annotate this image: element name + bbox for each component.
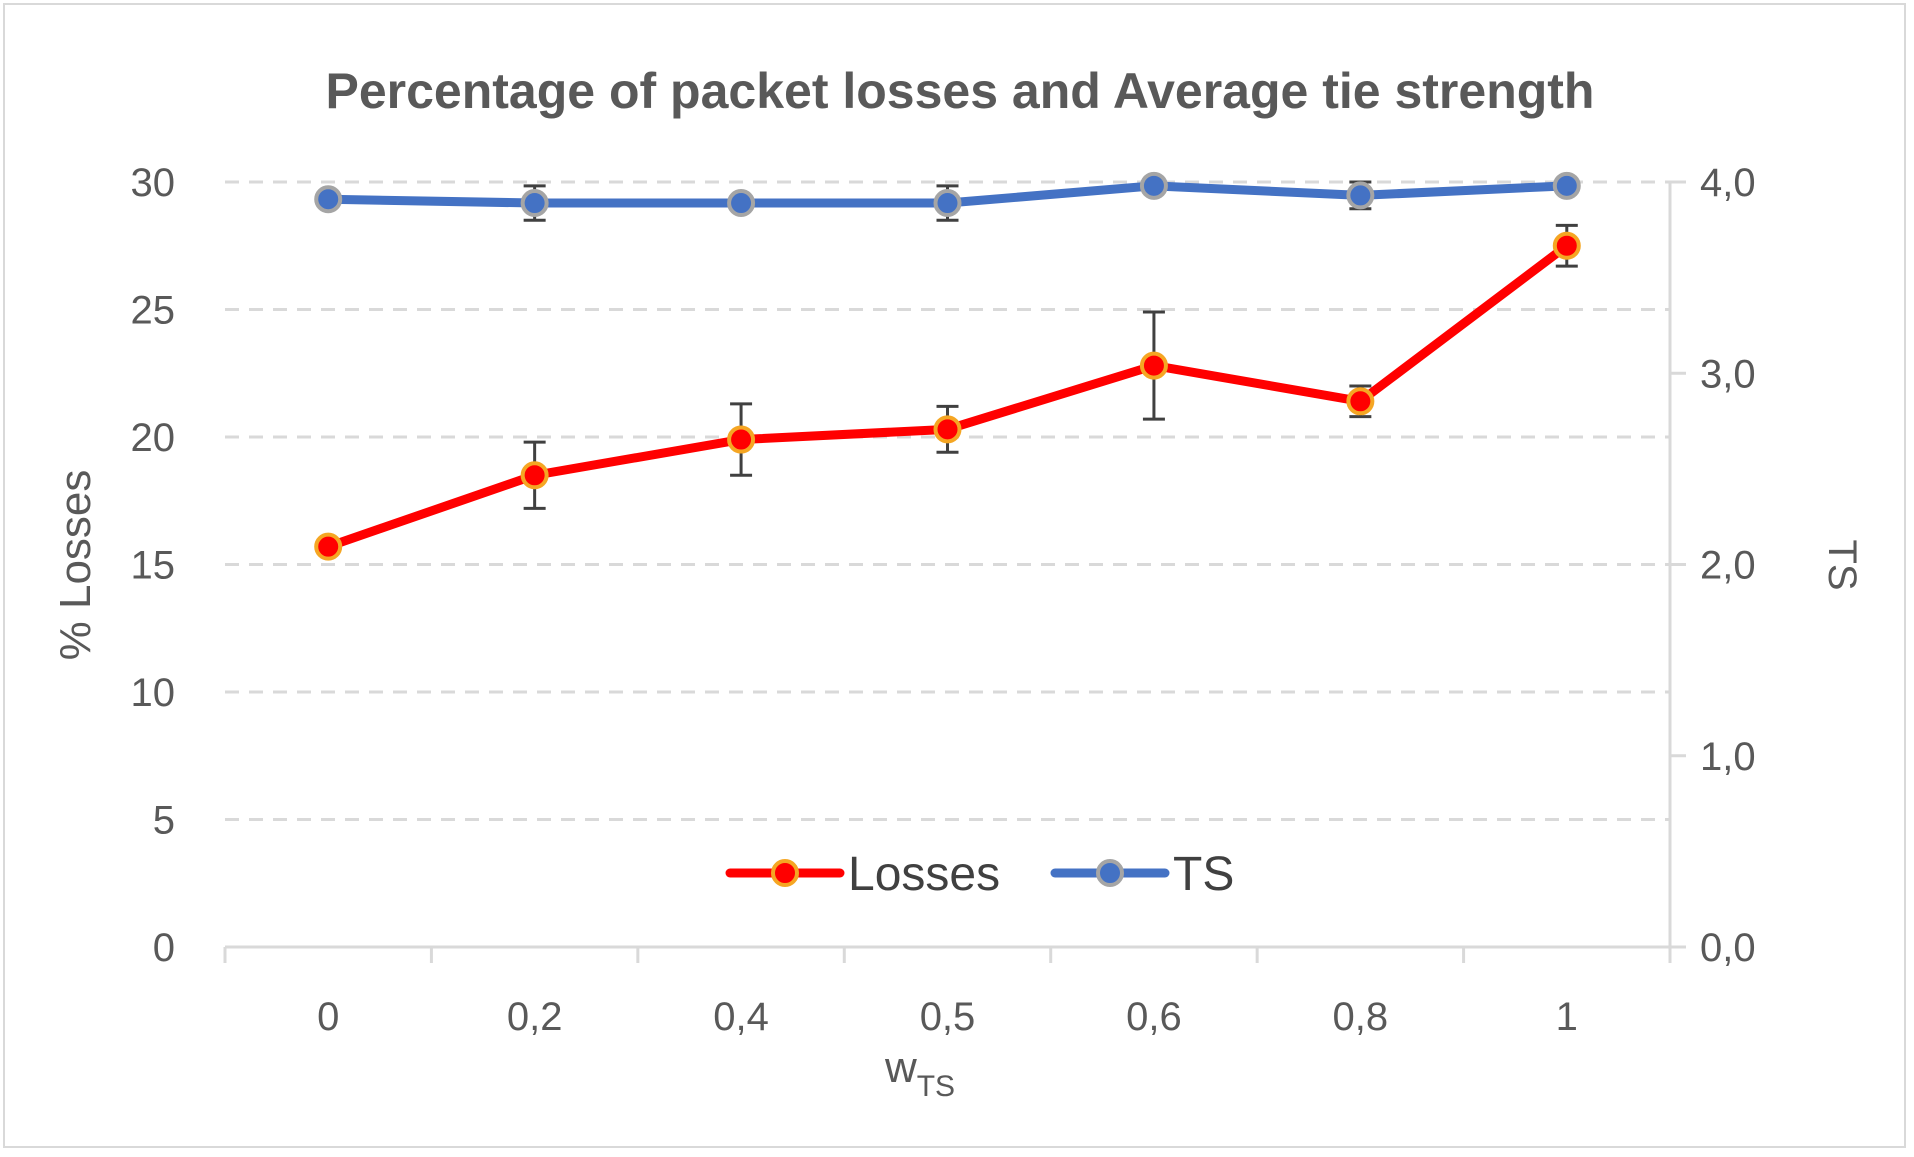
x-axis-label: wTS [884,1043,955,1103]
losses-point [1139,351,1168,380]
left-axis-ticks: 0 5 10 15 20 25 30 [131,161,176,970]
right-axis-ticks: 0,0 1,0 2,0 3,0 4,0 [1700,161,1756,970]
y-left-tick-label: 25 [131,289,176,333]
ts-point [727,189,756,218]
x-axis-label-sub: TS [917,1070,955,1103]
ts-point [1552,171,1581,200]
grid-lines [225,180,1670,821]
ts-point [1139,171,1168,200]
ts-point [1346,181,1375,210]
losses-line [323,241,1572,552]
chart-title: Percentage of packet losses and Average … [326,63,1595,119]
losses-point [314,532,343,561]
legend-label-ts: TS [1173,848,1234,901]
y-axis-right-label: TS [1820,539,1864,590]
legend-item-ts: TS [1050,848,1234,901]
series-losses [314,223,1581,561]
y-right-tick-label: 2,0 [1700,544,1756,588]
y-left-tick-label: 5 [153,799,175,843]
legend-item-losses: Losses [725,848,1000,901]
legend-marker-ts [1096,859,1124,887]
y-right-tick-label: 1,0 [1700,735,1756,779]
losses-point [1552,231,1581,260]
losses-point [727,425,756,454]
x-tick-label: 0,8 [1333,995,1389,1039]
ts-point [520,189,549,218]
legend-label-losses: Losses [848,848,1000,901]
y-right-tick-label: 0,0 [1700,926,1756,970]
y-axis-left-label: % Losses [51,470,100,661]
x-tick-label: 0 [317,995,339,1039]
ts-point [933,189,962,218]
x-tick-label: 0,2 [507,995,563,1039]
losses-point [933,415,962,444]
x-tick-label: 0,5 [920,995,976,1039]
legend: Losses TS [725,848,1234,901]
y-left-tick-label: 10 [131,671,176,715]
y-left-tick-label: 15 [131,544,176,588]
y-left-tick-label: 30 [131,161,176,205]
series-ts [314,171,1581,222]
y-left-tick-label: 20 [131,416,176,460]
y-right-tick-label: 4,0 [1700,161,1756,205]
losses-point [520,461,549,490]
x-axis-label-main: w [884,1043,917,1092]
x-tick-label: 0,6 [1126,995,1182,1039]
axes [223,180,1686,963]
x-tick-label: 1 [1556,995,1578,1039]
x-tick-label: 0,4 [713,995,769,1039]
ts-point [314,185,343,214]
x-axis-ticks: 0 0,2 0,4 0,5 0,6 0,8 1 [317,995,1578,1039]
series-layer [314,171,1581,561]
y-right-tick-label: 3,0 [1700,352,1756,396]
losses-point [1346,387,1375,416]
legend-marker-losses [771,859,799,887]
y-left-tick-label: 0 [153,926,175,970]
